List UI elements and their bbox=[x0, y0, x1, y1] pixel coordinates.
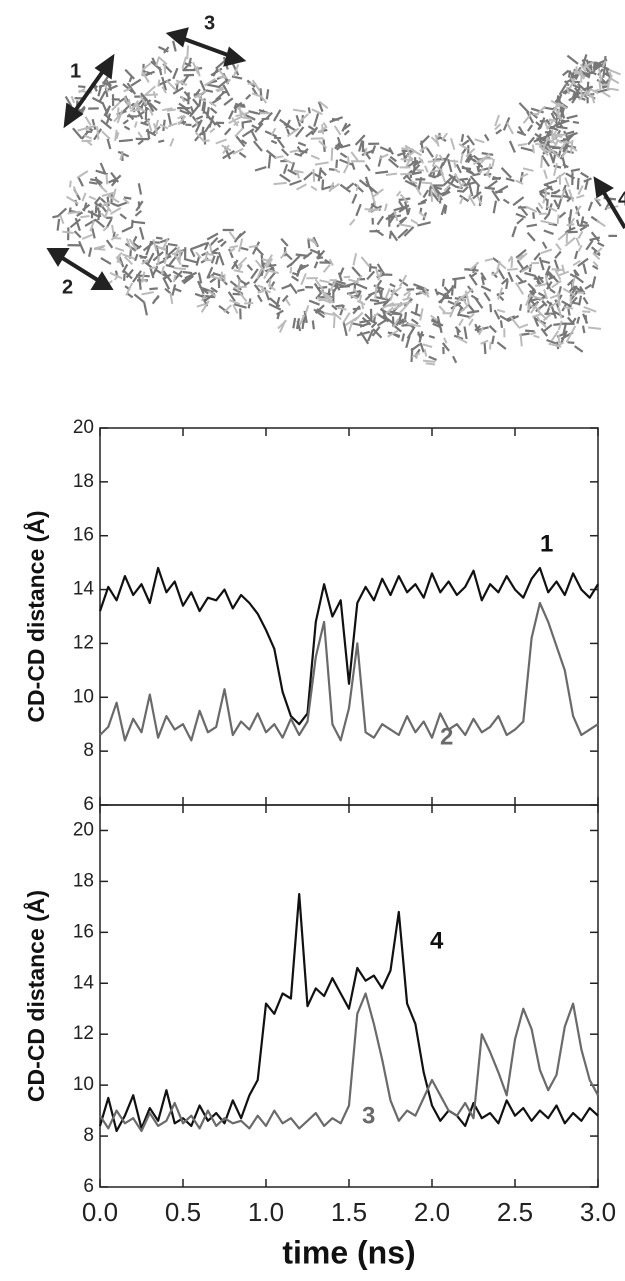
series-label: 3 bbox=[362, 1102, 375, 1129]
molecule-bonds bbox=[52, 40, 617, 364]
y-tick-label: 20 bbox=[73, 417, 94, 438]
y-tick-label: 20 bbox=[73, 819, 94, 840]
x-tick-label: 2.0 bbox=[414, 1197, 450, 1227]
y-tick-label: 10 bbox=[73, 1074, 94, 1095]
x-tick-label: 0.0 bbox=[82, 1197, 118, 1227]
x-tick-label: 0.5 bbox=[165, 1197, 201, 1227]
x-tick-label: 1.0 bbox=[248, 1197, 284, 1227]
structure-label: 4 bbox=[618, 188, 625, 210]
y-tick-label: 18 bbox=[73, 471, 94, 492]
series-line bbox=[99, 601, 599, 742]
x-tick-label: 3.0 bbox=[580, 1197, 616, 1227]
y-tick-label: 14 bbox=[73, 579, 95, 600]
y-tick-label: 14 bbox=[73, 972, 95, 993]
molecule-bonds-light bbox=[59, 45, 621, 366]
series-line bbox=[98, 893, 599, 1133]
y-tick-label: 10 bbox=[73, 686, 94, 707]
y-axis-label: CD-CD distance (Å) bbox=[22, 510, 49, 722]
molecule-structure bbox=[52, 40, 621, 366]
structure-arrows bbox=[46, 27, 625, 290]
x-tick-label: 2.5 bbox=[497, 1197, 533, 1227]
series-label: 2 bbox=[440, 723, 453, 750]
x-tick-label: 1.5 bbox=[331, 1197, 367, 1227]
series-label: 4 bbox=[430, 927, 444, 954]
y-tick-label: 6 bbox=[83, 1176, 94, 1197]
y-tick-label: 8 bbox=[83, 740, 94, 761]
y-tick-label: 12 bbox=[73, 1023, 94, 1044]
structure-label: 2 bbox=[62, 276, 73, 298]
y-tick-label: 12 bbox=[73, 632, 94, 653]
y-tick-label: 16 bbox=[73, 525, 94, 546]
x-axis-label: time (ns) bbox=[282, 1234, 415, 1270]
structure-label: 1 bbox=[70, 60, 81, 82]
structure-label: 3 bbox=[204, 12, 215, 34]
y-tick-label: 8 bbox=[83, 1125, 94, 1146]
series-label: 1 bbox=[540, 530, 553, 557]
y-tick-label: 16 bbox=[73, 921, 94, 942]
plot-frame bbox=[99, 804, 599, 1188]
y-tick-label: 6 bbox=[83, 794, 94, 815]
series-line bbox=[99, 992, 599, 1133]
y-axis-label: CD-CD distance (Å) bbox=[22, 890, 49, 1102]
y-tick-label: 18 bbox=[73, 870, 94, 891]
series-line bbox=[98, 566, 599, 726]
plot-frame bbox=[99, 427, 599, 806]
